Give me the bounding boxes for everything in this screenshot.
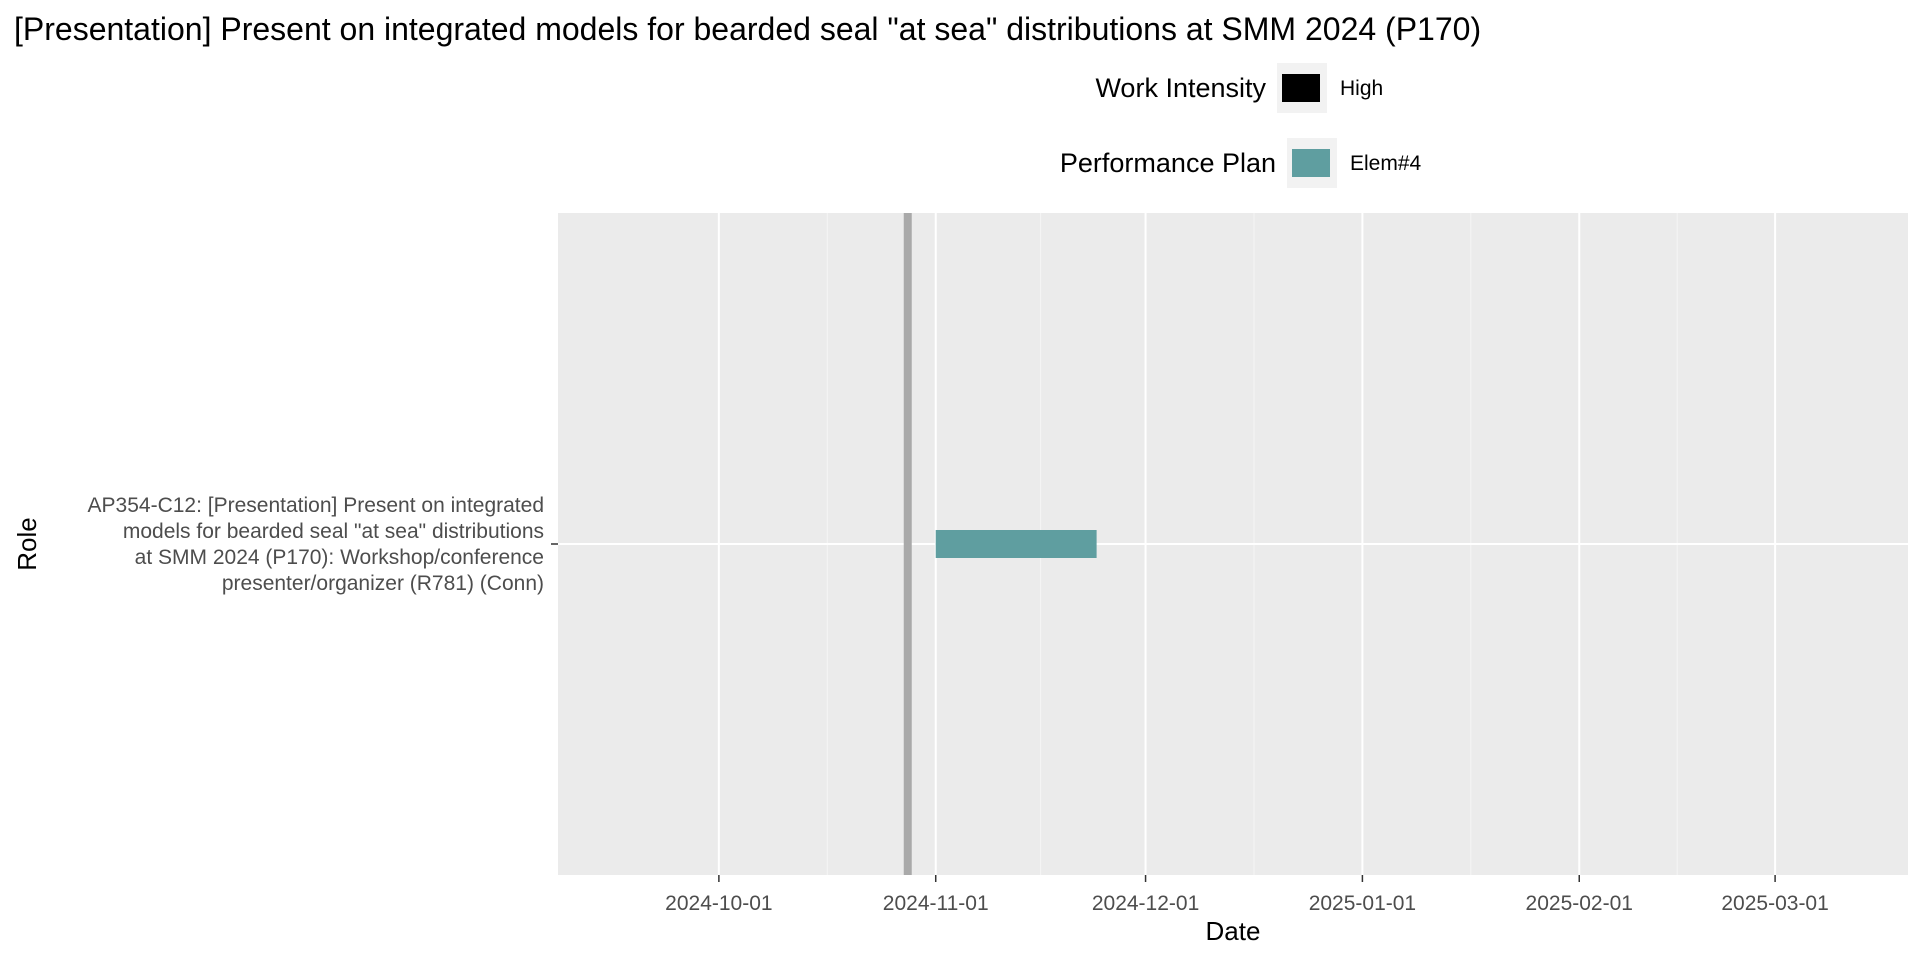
x-tick-label: 2025-01-01 [1309, 892, 1416, 915]
y-tick-label-line: models for bearded seal "at sea" distrib… [123, 520, 544, 543]
gridlines [558, 213, 1908, 875]
x-tick-label: 2024-11-01 [883, 892, 989, 915]
x-axis-title: Date [1206, 916, 1261, 946]
y-tick-label-line: AP354-C12: [Presentation] Present on int… [88, 494, 544, 517]
y-axis-title: Role [12, 517, 42, 570]
legend-label: Elem#4 [1350, 152, 1422, 175]
legends: Work Intensity High Performance Plan Elem#4 [1060, 63, 1422, 188]
y-tick-label-line: at SMM 2024 (P170): Workshop/conference [135, 546, 544, 569]
legend-key [1282, 74, 1320, 102]
x-tick-label: 2025-02-01 [1526, 892, 1633, 915]
legend-title: Performance Plan [1060, 148, 1276, 178]
y-tick-label: AP354-C12: [Presentation] Present on int… [88, 494, 544, 595]
y-tick-label-line: presenter/organizer (R781) (Conn) [222, 572, 544, 595]
x-tick-label: 2025-03-01 [1721, 892, 1828, 915]
chart-title: [Presentation] Present on integrated mod… [14, 11, 1481, 47]
bars [935, 530, 1097, 558]
legend-key [1292, 149, 1330, 177]
legend-label: High [1340, 77, 1383, 100]
x-axis: 2024-10-01 2024-11-01 2024-12-01 2025-01-01… [665, 875, 1829, 915]
x-tick-label: 2024-10-01 [665, 892, 772, 915]
y-axis: AP354-C12: [Presentation] Present on int… [88, 494, 558, 595]
legend-title: Work Intensity [1095, 73, 1266, 103]
gantt-bar [935, 530, 1097, 558]
x-tick-label: 2024-12-01 [1092, 892, 1199, 915]
